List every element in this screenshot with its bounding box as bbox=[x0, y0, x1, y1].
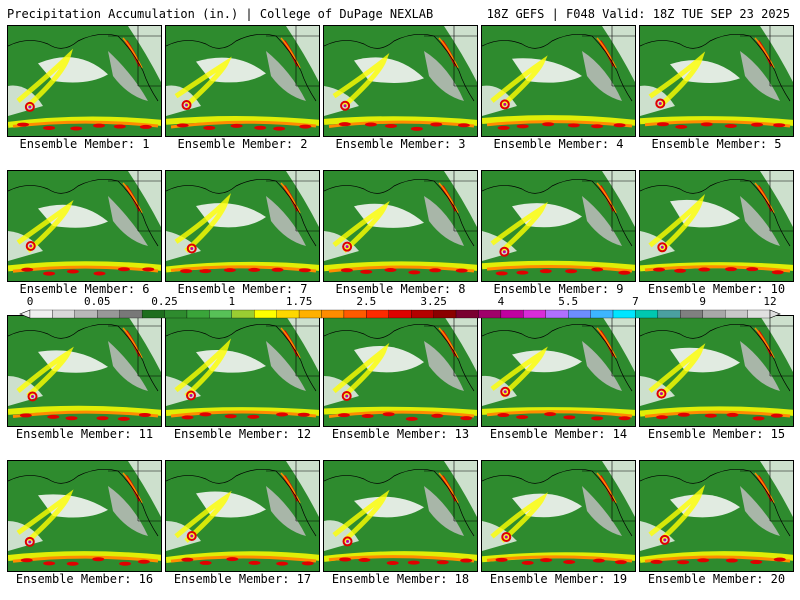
ensemble-member-map bbox=[165, 170, 320, 282]
ensemble-member-label: Ensemble Member: 8 bbox=[335, 282, 466, 296]
colorbar-tick-label: 7 bbox=[632, 295, 639, 308]
ensemble-member-label: Ensemble Member: 5 bbox=[651, 137, 782, 151]
colorbar: 0 0.05 0.25 1 1.75 2.5 3.25 4 5.5 7 9 12 bbox=[10, 295, 790, 322]
ensemble-member-label: Ensemble Member: 14 bbox=[489, 427, 628, 441]
ensemble-member-map bbox=[165, 460, 320, 572]
ensemble-member-label: Ensemble Member: 15 bbox=[647, 427, 786, 441]
ensemble-member-map bbox=[481, 315, 636, 427]
ensemble-member-map bbox=[323, 25, 478, 137]
colorbar-tick-label: 0.05 bbox=[84, 295, 111, 308]
colorbar-tick-label: 2.5 bbox=[356, 295, 377, 308]
ensemble-member-map bbox=[165, 315, 320, 427]
ensemble-member-label: Ensemble Member: 6 bbox=[19, 282, 150, 296]
ensemble-member-label: Ensemble Member: 7 bbox=[177, 282, 308, 296]
ensemble-member-label: Ensemble Member: 2 bbox=[177, 137, 308, 151]
ensemble-member-label: Ensemble Member: 12 bbox=[173, 427, 312, 441]
ensemble-member-map bbox=[481, 25, 636, 137]
ensemble-member-map bbox=[639, 170, 794, 282]
colorbar-tick-label: 9 bbox=[699, 295, 707, 308]
colorbar-tick-label: 3.25 bbox=[420, 295, 447, 308]
ensemble-member-label: Ensemble Member: 16 bbox=[15, 572, 154, 586]
run-info: 18Z GEFS | F048 Valid: 18Z TUE SEP 23 20… bbox=[486, 7, 790, 21]
ensemble-member-map bbox=[323, 315, 478, 427]
ensemble-member-map bbox=[639, 25, 794, 137]
ensemble-member-map bbox=[639, 315, 794, 427]
ensemble-member-map bbox=[481, 170, 636, 282]
ensemble-member-label: Ensemble Member: 3 bbox=[335, 137, 466, 151]
ensemble-member-map bbox=[7, 25, 162, 137]
ensemble-member-map bbox=[7, 315, 162, 427]
ensemble-member-label: Ensemble Member: 17 bbox=[173, 572, 312, 586]
ensemble-member-label: Ensemble Member: 18 bbox=[331, 572, 470, 586]
colorbar-tick-label: 0.25 bbox=[151, 295, 178, 308]
ensemble-member-label: Ensemble Member: 19 bbox=[489, 572, 628, 586]
ensemble-member-label: Ensemble Member: 4 bbox=[493, 137, 624, 151]
colorbar-tick-label: 5.5 bbox=[558, 295, 579, 308]
colorbar-tick-label: 4 bbox=[497, 295, 505, 308]
ensemble-member-map bbox=[323, 170, 478, 282]
ensemble-member-map bbox=[165, 25, 320, 137]
ensemble-member-map bbox=[481, 460, 636, 572]
colorbar-tick-label: 12 bbox=[763, 295, 777, 308]
colorbar-tick-label: 1.75 bbox=[285, 295, 313, 308]
ensemble-member-label: Ensemble Member: 20 bbox=[647, 572, 786, 586]
ensemble-member-map bbox=[323, 460, 478, 572]
ensemble-member-label: Ensemble Member: 1 bbox=[19, 137, 150, 151]
colorbar-tick-label: 1 bbox=[228, 295, 236, 308]
ensemble-member-label: Ensemble Member: 13 bbox=[331, 427, 470, 441]
ensemble-member-map bbox=[7, 460, 162, 572]
ensemble-member-label: Ensemble Member: 11 bbox=[15, 427, 154, 441]
page-title: Precipitation Accumulation (in.) | Colle… bbox=[7, 7, 434, 21]
colorbar-graphic bbox=[19, 309, 781, 319]
ensemble-member-map bbox=[639, 460, 794, 572]
ensemble-member-map bbox=[7, 170, 162, 282]
ensemble-member-label: Ensemble Member: 10 bbox=[647, 282, 786, 296]
ensemble-member-label: Ensemble Member: 9 bbox=[493, 282, 624, 296]
colorbar-tick-label: 0 bbox=[26, 295, 34, 308]
